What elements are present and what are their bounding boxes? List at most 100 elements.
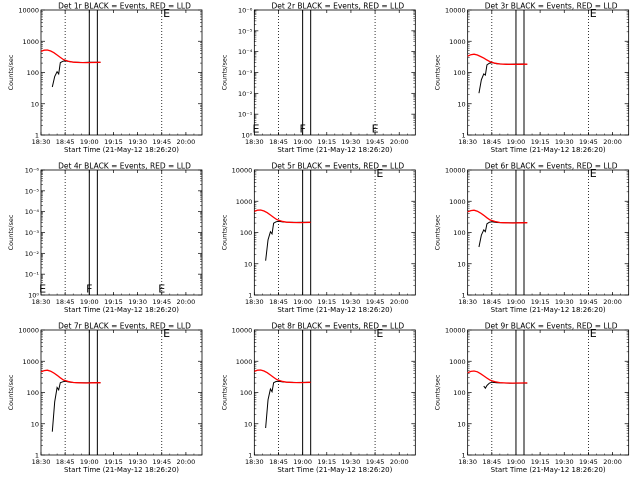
y-tick-label: 10 (244, 260, 252, 268)
x-tick-label: 18:45 (482, 458, 501, 466)
panel-5: Det 5r BLACK = Events, RED = LLD 18:30 18:… (220, 162, 416, 314)
y-tick-label: 10⁻¹ (25, 271, 40, 279)
x-tick-label: 19:45 (152, 458, 171, 466)
x-tick-label: 19:00 (507, 458, 526, 466)
x-tick-label: 20:00 (603, 298, 622, 306)
panel-1: Det 1r BLACK = Events, RED = LLD 18:30 18:… (7, 2, 203, 154)
panel-7: Det 7r BLACK = Events, RED = LLD 18:30 18:… (7, 322, 203, 474)
x-tick-label: 18:45 (269, 458, 288, 466)
segment-marker-label: E (163, 7, 170, 20)
segment-marker-label: E (372, 123, 379, 136)
panel-title: Det 7r BLACK = Events, RED = LLD (58, 322, 191, 331)
y-tick-label: 100 (240, 389, 252, 397)
series-lld (254, 209, 311, 224)
y-tick-label: 10000 (18, 7, 39, 15)
series-events (51, 380, 101, 432)
y-tick-label: 1000 (449, 358, 466, 366)
x-tick-label: 19:15 (317, 138, 336, 146)
y-tick-label: 1000 (236, 358, 253, 366)
x-tick-label: 19:30 (555, 458, 574, 466)
x-tick-label: 19:15 (104, 458, 123, 466)
y-axis-label: Counts/sec (7, 214, 15, 250)
x-tick-label: 19:30 (342, 298, 361, 306)
y-tick-label: 10⁻⁵ (238, 27, 253, 35)
series-lld (40, 49, 101, 64)
y-tick-label: 10000 (232, 167, 253, 175)
x-tick-label: 19:00 (293, 138, 312, 146)
y-tick-label: 10000 (445, 167, 466, 175)
y-tick-label: 100 (27, 69, 39, 77)
segment-marker-label: E (252, 123, 259, 136)
x-axis-label: Start Time (21-May-12 18:26:20) (64, 306, 179, 314)
x-tick-label: 18:45 (269, 138, 288, 146)
panel-title: Det 1r BLACK = Events, RED = LLD (58, 2, 191, 11)
x-tick-label: 18:45 (56, 458, 75, 466)
y-axis-label: Counts/sec (7, 54, 15, 90)
x-tick-label: 19:30 (555, 298, 574, 306)
series-events (51, 60, 101, 88)
x-axis-label: Start Time (21-May-12 18:26:20) (64, 466, 179, 474)
y-tick-label: 10⁻⁴ (238, 48, 253, 56)
series-lld (467, 53, 528, 66)
x-tick-label: 19:00 (507, 298, 526, 306)
y-tick-label: 10⁻⁵ (25, 187, 40, 195)
panel-title: Det 4r BLACK = Events, RED = LLD (58, 162, 191, 171)
x-tick-label: 20:00 (177, 138, 196, 146)
y-tick-label: 100 (453, 69, 465, 77)
x-tick-label: 19:30 (128, 138, 147, 146)
panel-title: Det 8r BLACK = Events, RED = LLD (271, 322, 404, 331)
y-tick-label: 1 (35, 132, 39, 140)
series-lld (467, 209, 528, 224)
x-tick-label: 18:45 (482, 138, 501, 146)
y-axis-label: Counts/sec (7, 374, 15, 410)
x-tick-label: 19:45 (366, 298, 385, 306)
y-tick-label: 10⁻¹ (238, 111, 253, 119)
segment-marker-label: E (158, 283, 165, 296)
x-tick-label: 19:30 (128, 458, 147, 466)
y-tick-label: 10000 (18, 327, 39, 335)
x-tick-label: 18:45 (56, 298, 75, 306)
y-tick-label: 10⁻² (238, 90, 253, 98)
y-tick-label: 10000 (445, 327, 466, 335)
x-tick-label: 19:15 (531, 298, 550, 306)
x-tick-label: 18:45 (482, 298, 501, 306)
x-tick-label: 18:30 (32, 138, 51, 146)
y-tick-label: 1 (462, 292, 466, 300)
x-tick-label: 18:30 (458, 298, 477, 306)
y-tick-label: 10 (457, 260, 465, 268)
x-tick-label: 19:00 (293, 458, 312, 466)
x-axis-label: Start Time (21-May-12 18:26:20) (277, 466, 392, 474)
y-tick-label: 1000 (236, 198, 253, 206)
x-tick-label: 18:30 (458, 458, 477, 466)
x-tick-label: 18:45 (56, 138, 75, 146)
series-lld (467, 370, 528, 384)
segment-marker-label: E (590, 167, 597, 180)
x-tick-label: 19:15 (531, 138, 550, 146)
x-tick-label: 19:45 (579, 298, 598, 306)
x-tick-label: 18:45 (269, 298, 288, 306)
y-tick-label: 10 (457, 100, 465, 108)
x-axis-label: Start Time (21-May-12 18:26:20) (64, 146, 179, 154)
y-tick-label: 100 (240, 229, 252, 237)
y-tick-label: 10000 (232, 327, 253, 335)
series-events (265, 220, 311, 261)
x-tick-label: 18:30 (245, 138, 264, 146)
segment-marker-label: F (86, 283, 92, 296)
y-tick-label: 10 (457, 420, 465, 428)
panel-title: Det 2r BLACK = Events, RED = LLD (271, 2, 404, 11)
y-tick-label: 10⁻⁶ (25, 167, 40, 175)
panel-2: Det 2r BLACK = Events, RED = LLD 18:30 18:… (220, 2, 416, 154)
x-tick-label: 20:00 (390, 138, 409, 146)
series-events (265, 380, 311, 429)
y-tick-label: 10⁰ (241, 132, 252, 140)
panel-title: Det 6r BLACK = Events, RED = LLD (485, 162, 618, 171)
segment-marker-label: E (590, 327, 597, 340)
x-tick-label: 19:00 (507, 138, 526, 146)
y-axis-label: Counts/sec (220, 214, 228, 250)
x-tick-label: 19:00 (80, 138, 99, 146)
x-tick-label: 19:45 (152, 138, 171, 146)
y-tick-label: 1 (248, 452, 252, 460)
x-tick-label: 19:15 (317, 458, 336, 466)
x-tick-label: 19:30 (342, 458, 361, 466)
y-tick-label: 10 (31, 100, 39, 108)
